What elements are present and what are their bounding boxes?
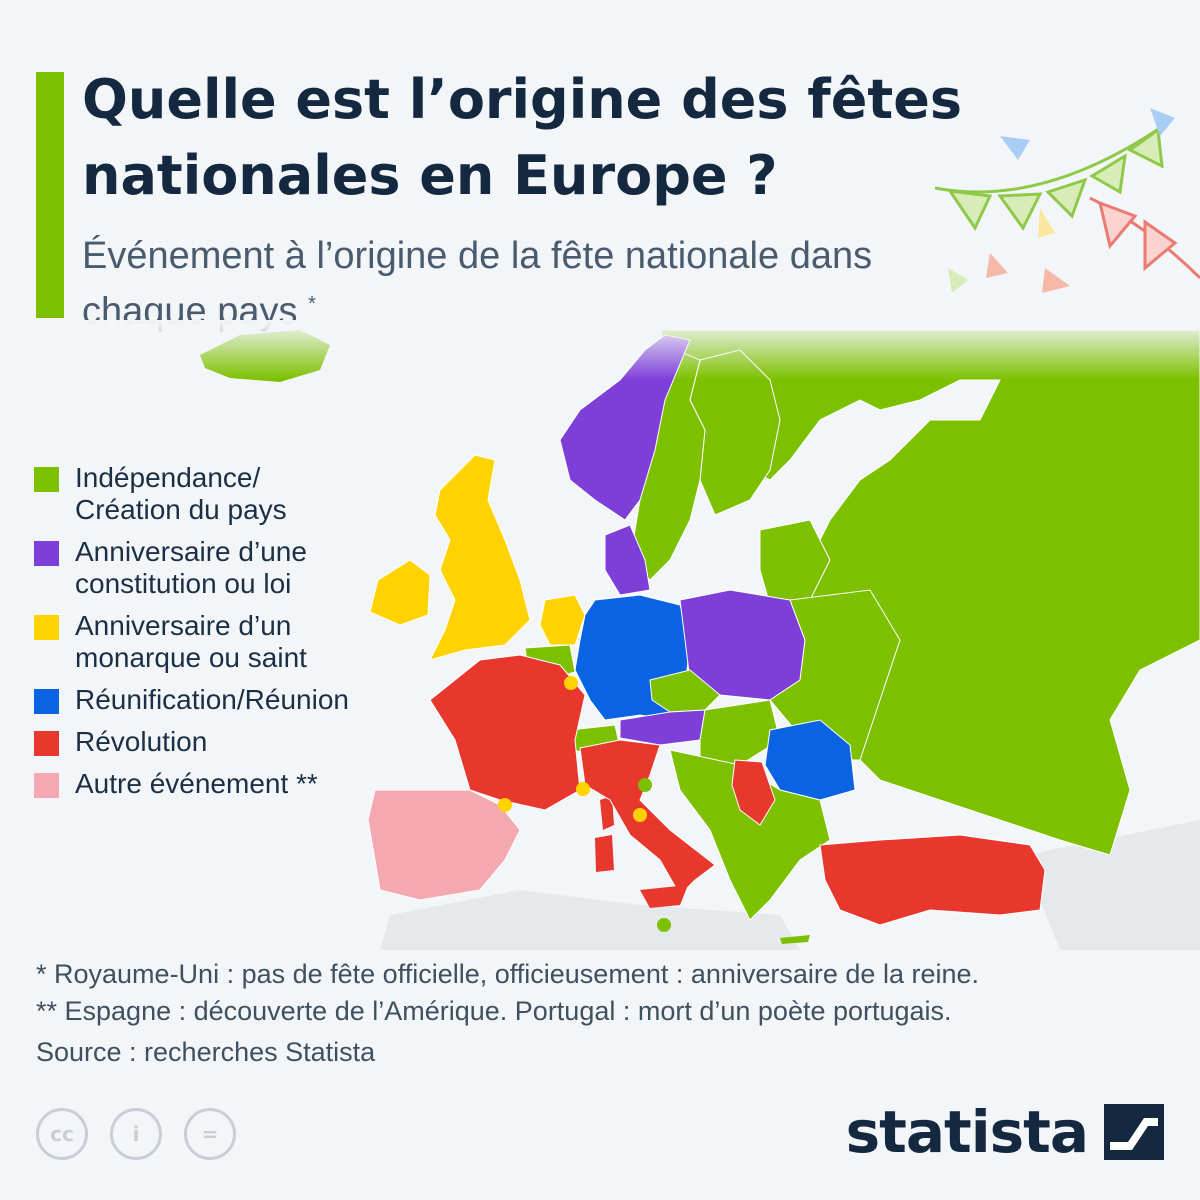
footnote-spain-portugal: ** Espagne : découverte de l’Amérique. P…: [36, 996, 952, 1026]
country-italy: [579, 739, 716, 896]
no-derivatives-icon: =: [184, 1108, 236, 1160]
legend-item-reunification: Réunification/Réunion: [34, 684, 375, 716]
footnotes: * Royaume-Uni : pas de fête officielle, …: [36, 956, 979, 1030]
legend-label-reunification: Réunification/Réunion: [75, 684, 349, 715]
legend-item-monarque: Anniversaire d’un monarque ou saint: [34, 610, 375, 674]
country-spain: [367, 789, 521, 901]
europe-map: [0, 320, 1200, 950]
island-corsica: [600, 796, 614, 830]
land-middle-east: [1000, 820, 1200, 950]
statista-brand[interactable]: statista: [846, 1098, 1164, 1166]
license-icons: cc i =: [36, 1108, 236, 1160]
legend-item-autre: Autre événement **: [34, 768, 375, 800]
source-note: Source : recherches Statista: [36, 1037, 376, 1067]
country-netherlands: [539, 594, 586, 646]
island-sardinia: [595, 835, 614, 872]
country-ireland: [369, 559, 431, 626]
attribution-icon: i: [110, 1108, 162, 1160]
accent-bar: [36, 72, 64, 318]
legend-label-independance: Indépendance/ Création du pays: [75, 462, 287, 525]
island-crete: [780, 935, 810, 944]
dot-luxembourg: [564, 676, 578, 690]
cc-icon: cc: [36, 1108, 88, 1160]
map-legend: Indépendance/ Création du pays Anniversa…: [34, 462, 375, 810]
dot-malta: [657, 918, 671, 932]
legend-item-revolution: Révolution: [34, 726, 375, 758]
legend-item-independance: Indépendance/ Création du pays: [34, 462, 375, 526]
page-title: Quelle est l’origine des fêtes nationale…: [82, 68, 963, 207]
subtitle-footnote-mark: *: [308, 293, 316, 315]
country-uk: [429, 454, 531, 661]
country-france: [429, 654, 586, 811]
country-serbia: [731, 759, 776, 826]
footnote-uk: * Royaume-Uni : pas de fête officielle, …: [36, 959, 980, 989]
legend-label-autre: Autre événement **: [75, 768, 318, 799]
statista-logo-icon: [1104, 1104, 1164, 1160]
legend-swatch-autre: [34, 773, 59, 798]
legend-label-revolution: Révolution: [75, 726, 208, 757]
legend-item-constitution: Anniversaire d’une constitution ou loi: [34, 536, 375, 600]
legend-swatch-revolution: [34, 731, 59, 756]
legend-label-constitution: Anniversaire d’une constitution ou loi: [75, 536, 307, 599]
legend-swatch-independance: [34, 467, 59, 492]
dot-andorra: [498, 798, 512, 812]
dot-san-marino: [638, 778, 652, 792]
bunting-decoration: [934, 108, 1200, 293]
legend-swatch-reunification: [34, 689, 59, 714]
legend-label-monarque: Anniversaire d’un monarque ou saint: [75, 610, 307, 673]
country-denmark: [604, 524, 651, 596]
country-turkey: [819, 834, 1046, 926]
land-africa: [380, 890, 800, 950]
brand-name: statista: [845, 1098, 1089, 1166]
country-romania: [764, 719, 856, 801]
legend-swatch-constitution: [34, 541, 59, 566]
island-sicily: [640, 885, 688, 908]
dot-vatican: [633, 808, 647, 822]
subtitle-text: Événement à l’origine de la fête nationa…: [82, 235, 873, 333]
country-balkans: [669, 749, 831, 921]
dot-monaco: [576, 782, 590, 796]
legend-swatch-monarque: [34, 615, 59, 640]
